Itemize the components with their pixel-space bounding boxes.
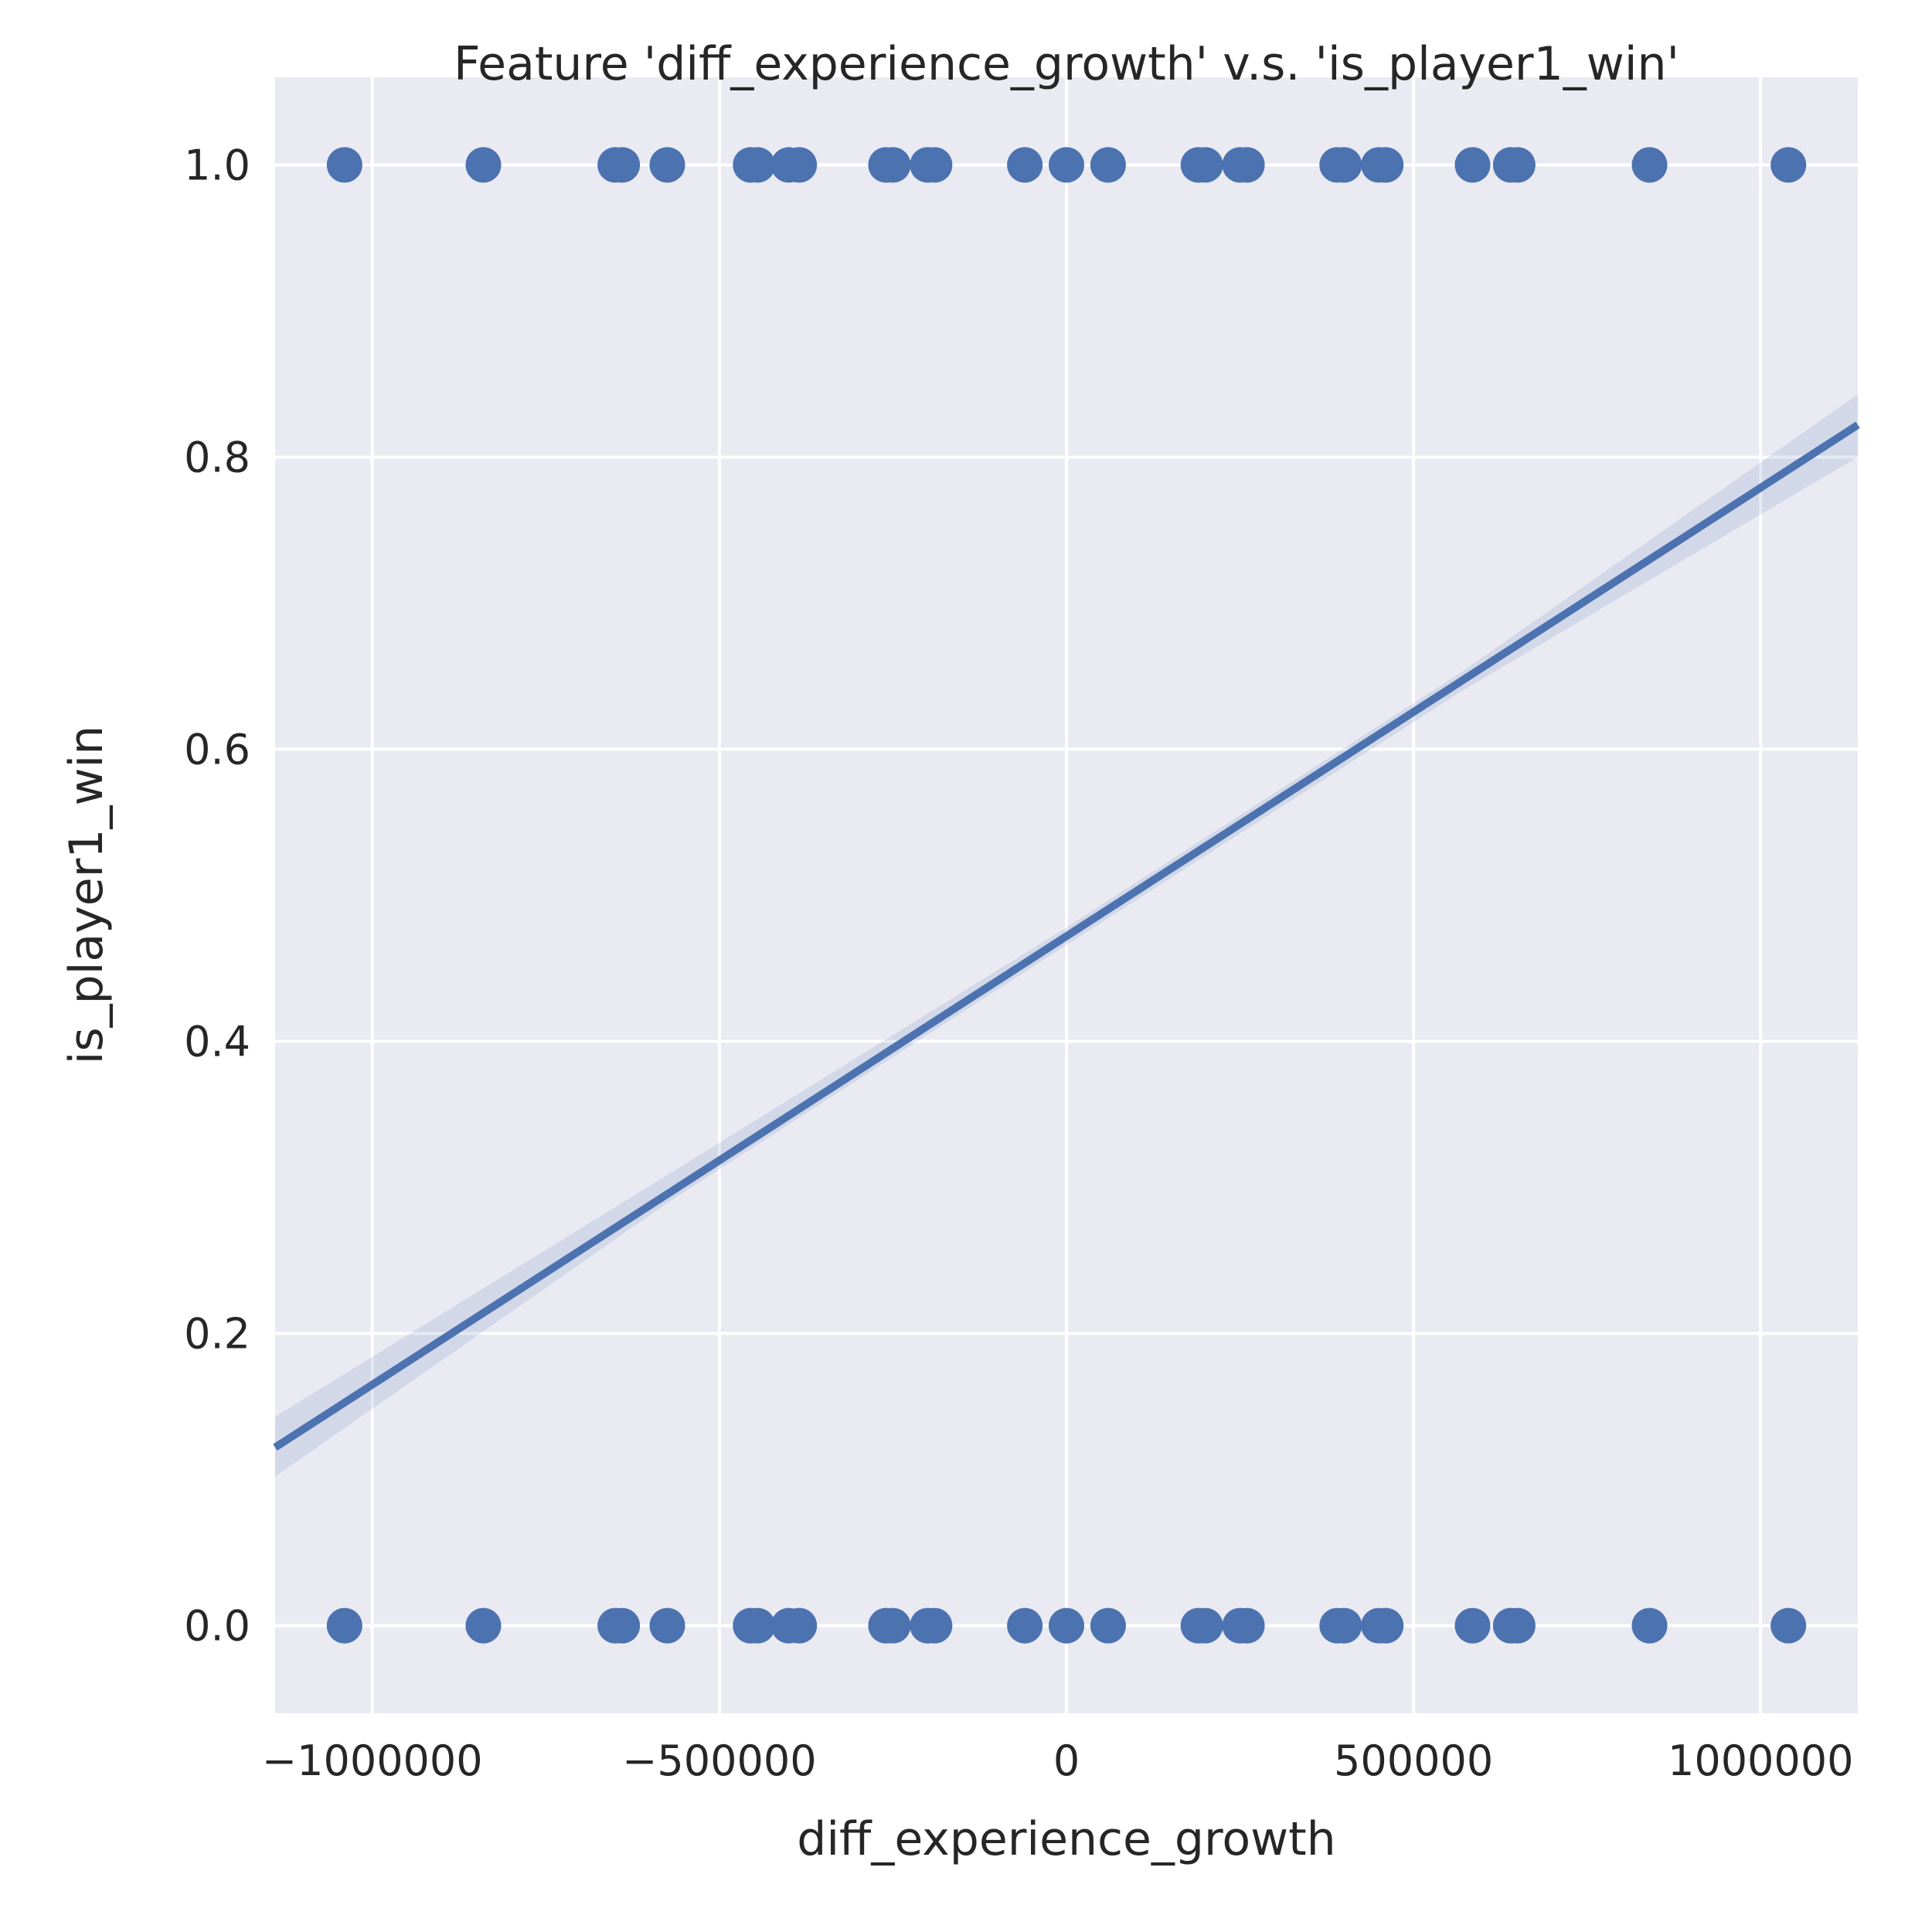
x-tick-label-0: −1000000 (262, 1736, 483, 1785)
y-tick-label-2: 0.4 (184, 1018, 250, 1066)
scatter-point-4 (649, 147, 685, 183)
scatter-point-28 (1770, 147, 1807, 183)
y-tick-label-5: 1.0 (184, 141, 250, 189)
scatter-point-23 (1368, 147, 1404, 183)
scatter-point-55 (1499, 1607, 1536, 1644)
x-tick-label-4: 1000000 (1668, 1736, 1854, 1785)
scatter-point-44 (1090, 1607, 1126, 1644)
scatter-point-13 (1007, 147, 1043, 183)
scatter-point-37 (781, 1607, 818, 1644)
scatter-point-12 (917, 147, 953, 183)
x-tick-label-2: 0 (1053, 1736, 1080, 1785)
scatter-point-43 (1049, 1607, 1084, 1644)
scatter-point-1 (465, 147, 502, 183)
scatter-point-6 (740, 147, 776, 183)
scatter-point-48 (1229, 1607, 1265, 1644)
y-tick-label-3: 0.6 (184, 725, 250, 774)
scatter-point-24 (1454, 147, 1491, 183)
scatter-point-41 (917, 1607, 953, 1644)
scatter-point-39 (875, 1607, 911, 1644)
scatter-point-50 (1326, 1607, 1362, 1644)
scatter-point-35 (740, 1607, 776, 1644)
scatter-point-52 (1368, 1607, 1404, 1644)
y-tick-label-1: 0.2 (184, 1310, 250, 1359)
scatter-point-3 (604, 147, 641, 183)
x-tick-labels: −1000000 −500000 0 500000 1000000 (262, 1736, 1854, 1785)
scatter-point-26 (1499, 147, 1536, 183)
scatter-point-14 (1049, 147, 1084, 183)
scatter-point-53 (1454, 1607, 1491, 1644)
chart-title: Feature 'diff_experience_growth' v.s. 'i… (454, 37, 1679, 91)
scatter-point-0 (326, 147, 362, 183)
x-tick-label-3: 500000 (1334, 1736, 1493, 1785)
x-tick-label-1: −500000 (622, 1736, 816, 1785)
scatter-point-15 (1090, 147, 1126, 183)
y-axis-title: is_player1_win (60, 726, 114, 1065)
y-tick-labels: 0.0 0.2 0.4 0.6 0.8 1.0 (184, 141, 250, 1650)
x-axis-title: diff_experience_growth (797, 1812, 1335, 1866)
scatter-point-57 (1770, 1607, 1807, 1644)
scatter-point-30 (465, 1607, 502, 1644)
y-tick-label-0: 0.0 (184, 1602, 250, 1651)
scatter-point-42 (1007, 1607, 1043, 1644)
scatter-point-27 (1631, 147, 1668, 183)
scatter-point-8 (781, 147, 818, 183)
scatter-point-29 (326, 1607, 362, 1644)
scatter-point-17 (1187, 147, 1223, 183)
scatter-points (326, 147, 1807, 1644)
scatter-point-21 (1326, 147, 1362, 183)
scatter-point-33 (649, 1607, 685, 1644)
scatter-point-32 (604, 1607, 641, 1644)
scatter-point-46 (1187, 1607, 1223, 1644)
y-tick-label-4: 0.8 (184, 433, 250, 481)
scatter-point-19 (1229, 147, 1265, 183)
scatter-point-10 (875, 147, 911, 183)
scatter-point-56 (1631, 1607, 1668, 1644)
regression-line (273, 421, 1860, 1451)
